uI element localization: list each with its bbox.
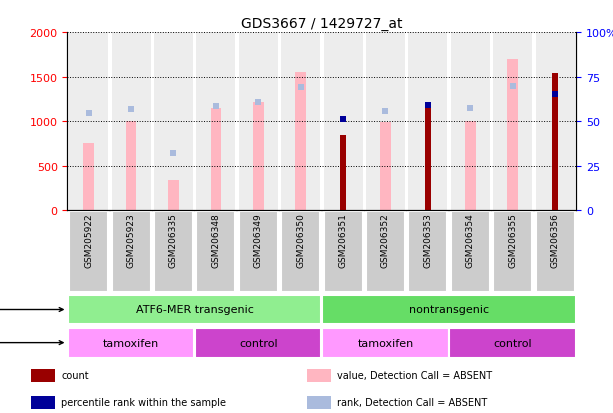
Text: tamoxifen: tamoxifen bbox=[103, 338, 159, 348]
Text: GSM206356: GSM206356 bbox=[550, 213, 560, 268]
Text: genotype/variation: genotype/variation bbox=[0, 305, 63, 315]
Text: rank, Detection Call = ABSENT: rank, Detection Call = ABSENT bbox=[337, 397, 487, 407]
Text: GSM206353: GSM206353 bbox=[424, 213, 432, 268]
Bar bbox=[281, 33, 320, 211]
Text: control: control bbox=[493, 338, 532, 348]
FancyBboxPatch shape bbox=[195, 328, 321, 358]
Bar bbox=[536, 33, 574, 211]
Bar bbox=[366, 33, 405, 211]
FancyBboxPatch shape bbox=[196, 211, 235, 292]
FancyBboxPatch shape bbox=[408, 211, 447, 292]
Bar bbox=[425, 106, 431, 211]
FancyBboxPatch shape bbox=[322, 295, 576, 325]
Text: control: control bbox=[239, 338, 278, 348]
Text: GSM206350: GSM206350 bbox=[296, 213, 305, 268]
Text: tamoxifen: tamoxifen bbox=[357, 338, 414, 348]
Text: GSM205923: GSM205923 bbox=[126, 213, 135, 268]
FancyBboxPatch shape bbox=[322, 328, 449, 358]
Bar bbox=[253, 103, 264, 211]
Text: GSM206352: GSM206352 bbox=[381, 213, 390, 268]
Text: GSM206355: GSM206355 bbox=[508, 213, 517, 268]
FancyBboxPatch shape bbox=[69, 211, 108, 292]
FancyBboxPatch shape bbox=[451, 211, 490, 292]
Text: agent: agent bbox=[0, 338, 63, 348]
Bar bbox=[126, 122, 136, 211]
FancyBboxPatch shape bbox=[238, 211, 278, 292]
Text: count: count bbox=[61, 370, 89, 380]
Text: GSM205922: GSM205922 bbox=[84, 213, 93, 268]
FancyBboxPatch shape bbox=[68, 328, 194, 358]
Bar bbox=[306, 369, 331, 382]
FancyBboxPatch shape bbox=[281, 211, 320, 292]
Text: GSM206349: GSM206349 bbox=[254, 213, 263, 268]
FancyBboxPatch shape bbox=[493, 211, 532, 292]
FancyBboxPatch shape bbox=[449, 328, 576, 358]
FancyBboxPatch shape bbox=[68, 295, 321, 325]
Bar bbox=[408, 33, 447, 211]
Text: GSM206351: GSM206351 bbox=[338, 213, 348, 268]
Bar bbox=[168, 180, 179, 211]
Title: GDS3667 / 1429727_at: GDS3667 / 1429727_at bbox=[241, 17, 403, 31]
Bar bbox=[31, 369, 55, 382]
Bar bbox=[295, 73, 306, 211]
Text: percentile rank within the sample: percentile rank within the sample bbox=[61, 397, 226, 407]
Bar bbox=[238, 33, 278, 211]
Bar bbox=[380, 123, 390, 211]
Text: value, Detection Call = ABSENT: value, Detection Call = ABSENT bbox=[337, 370, 492, 380]
Text: GSM206335: GSM206335 bbox=[169, 213, 178, 268]
Bar bbox=[451, 33, 490, 211]
Bar bbox=[31, 396, 55, 409]
Bar bbox=[493, 33, 532, 211]
Bar bbox=[552, 74, 558, 211]
Text: GSM206354: GSM206354 bbox=[466, 213, 474, 268]
Bar bbox=[508, 59, 518, 211]
FancyBboxPatch shape bbox=[324, 211, 362, 292]
Bar bbox=[69, 33, 108, 211]
Bar bbox=[196, 33, 235, 211]
FancyBboxPatch shape bbox=[112, 211, 151, 292]
Text: ATF6-MER transgenic: ATF6-MER transgenic bbox=[135, 305, 254, 315]
Bar bbox=[340, 136, 346, 211]
Bar bbox=[306, 396, 331, 409]
Text: nontransgenic: nontransgenic bbox=[409, 305, 489, 315]
Bar bbox=[465, 122, 476, 211]
Bar bbox=[324, 33, 362, 211]
Bar bbox=[112, 33, 151, 211]
FancyBboxPatch shape bbox=[154, 211, 193, 292]
Bar bbox=[83, 144, 94, 211]
FancyBboxPatch shape bbox=[536, 211, 574, 292]
Bar bbox=[210, 109, 221, 211]
Text: GSM206348: GSM206348 bbox=[211, 213, 220, 268]
Bar bbox=[154, 33, 193, 211]
FancyBboxPatch shape bbox=[366, 211, 405, 292]
